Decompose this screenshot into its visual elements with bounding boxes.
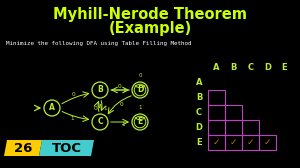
Text: B: B [97, 86, 103, 94]
Text: 26: 26 [14, 141, 32, 155]
Polygon shape [39, 140, 94, 156]
Text: C: C [196, 108, 202, 117]
Text: C: C [97, 117, 103, 127]
Text: ✓: ✓ [264, 138, 271, 147]
Text: 0: 0 [93, 106, 97, 111]
Bar [242, 135, 259, 150]
Text: (Example): (Example) [108, 20, 192, 35]
Text: 0: 0 [120, 101, 124, 107]
Bar [225, 105, 242, 120]
Text: 1: 1 [121, 122, 125, 128]
Text: B: B [230, 64, 237, 73]
Text: E: E [137, 117, 142, 127]
Text: E: E [196, 138, 202, 147]
Text: A: A [213, 64, 220, 73]
Text: 0: 0 [138, 73, 142, 78]
Text: Myhill-Nerode Theorem: Myhill-Nerode Theorem [53, 7, 247, 22]
Text: C: C [248, 64, 254, 73]
Text: 0: 0 [118, 83, 122, 89]
Text: 1: 1 [103, 106, 107, 111]
Text: A: A [49, 103, 55, 113]
Text: D: D [137, 86, 143, 94]
Text: B: B [196, 93, 202, 102]
Text: 1: 1 [70, 116, 74, 120]
Text: D: D [264, 64, 271, 73]
Bar [242, 120, 259, 135]
Text: ✓: ✓ [230, 138, 237, 147]
Text: TOC: TOC [52, 141, 82, 155]
Text: ✓: ✓ [247, 138, 254, 147]
Bar [225, 120, 242, 135]
Bar [208, 105, 225, 120]
Bar [259, 135, 276, 150]
Text: Minimize the following DFA using Table Filling Method: Minimize the following DFA using Table F… [6, 41, 191, 47]
Bar [208, 135, 225, 150]
Text: 1: 1 [122, 88, 126, 93]
Text: 1: 1 [138, 105, 142, 110]
Bar [225, 135, 242, 150]
Bar [208, 90, 225, 105]
Text: E: E [282, 64, 287, 73]
Polygon shape [4, 140, 42, 156]
Text: D: D [196, 123, 202, 132]
Bar [208, 120, 225, 135]
Text: ✓: ✓ [213, 138, 220, 147]
Text: A: A [196, 78, 202, 87]
Text: 0: 0 [72, 93, 76, 97]
